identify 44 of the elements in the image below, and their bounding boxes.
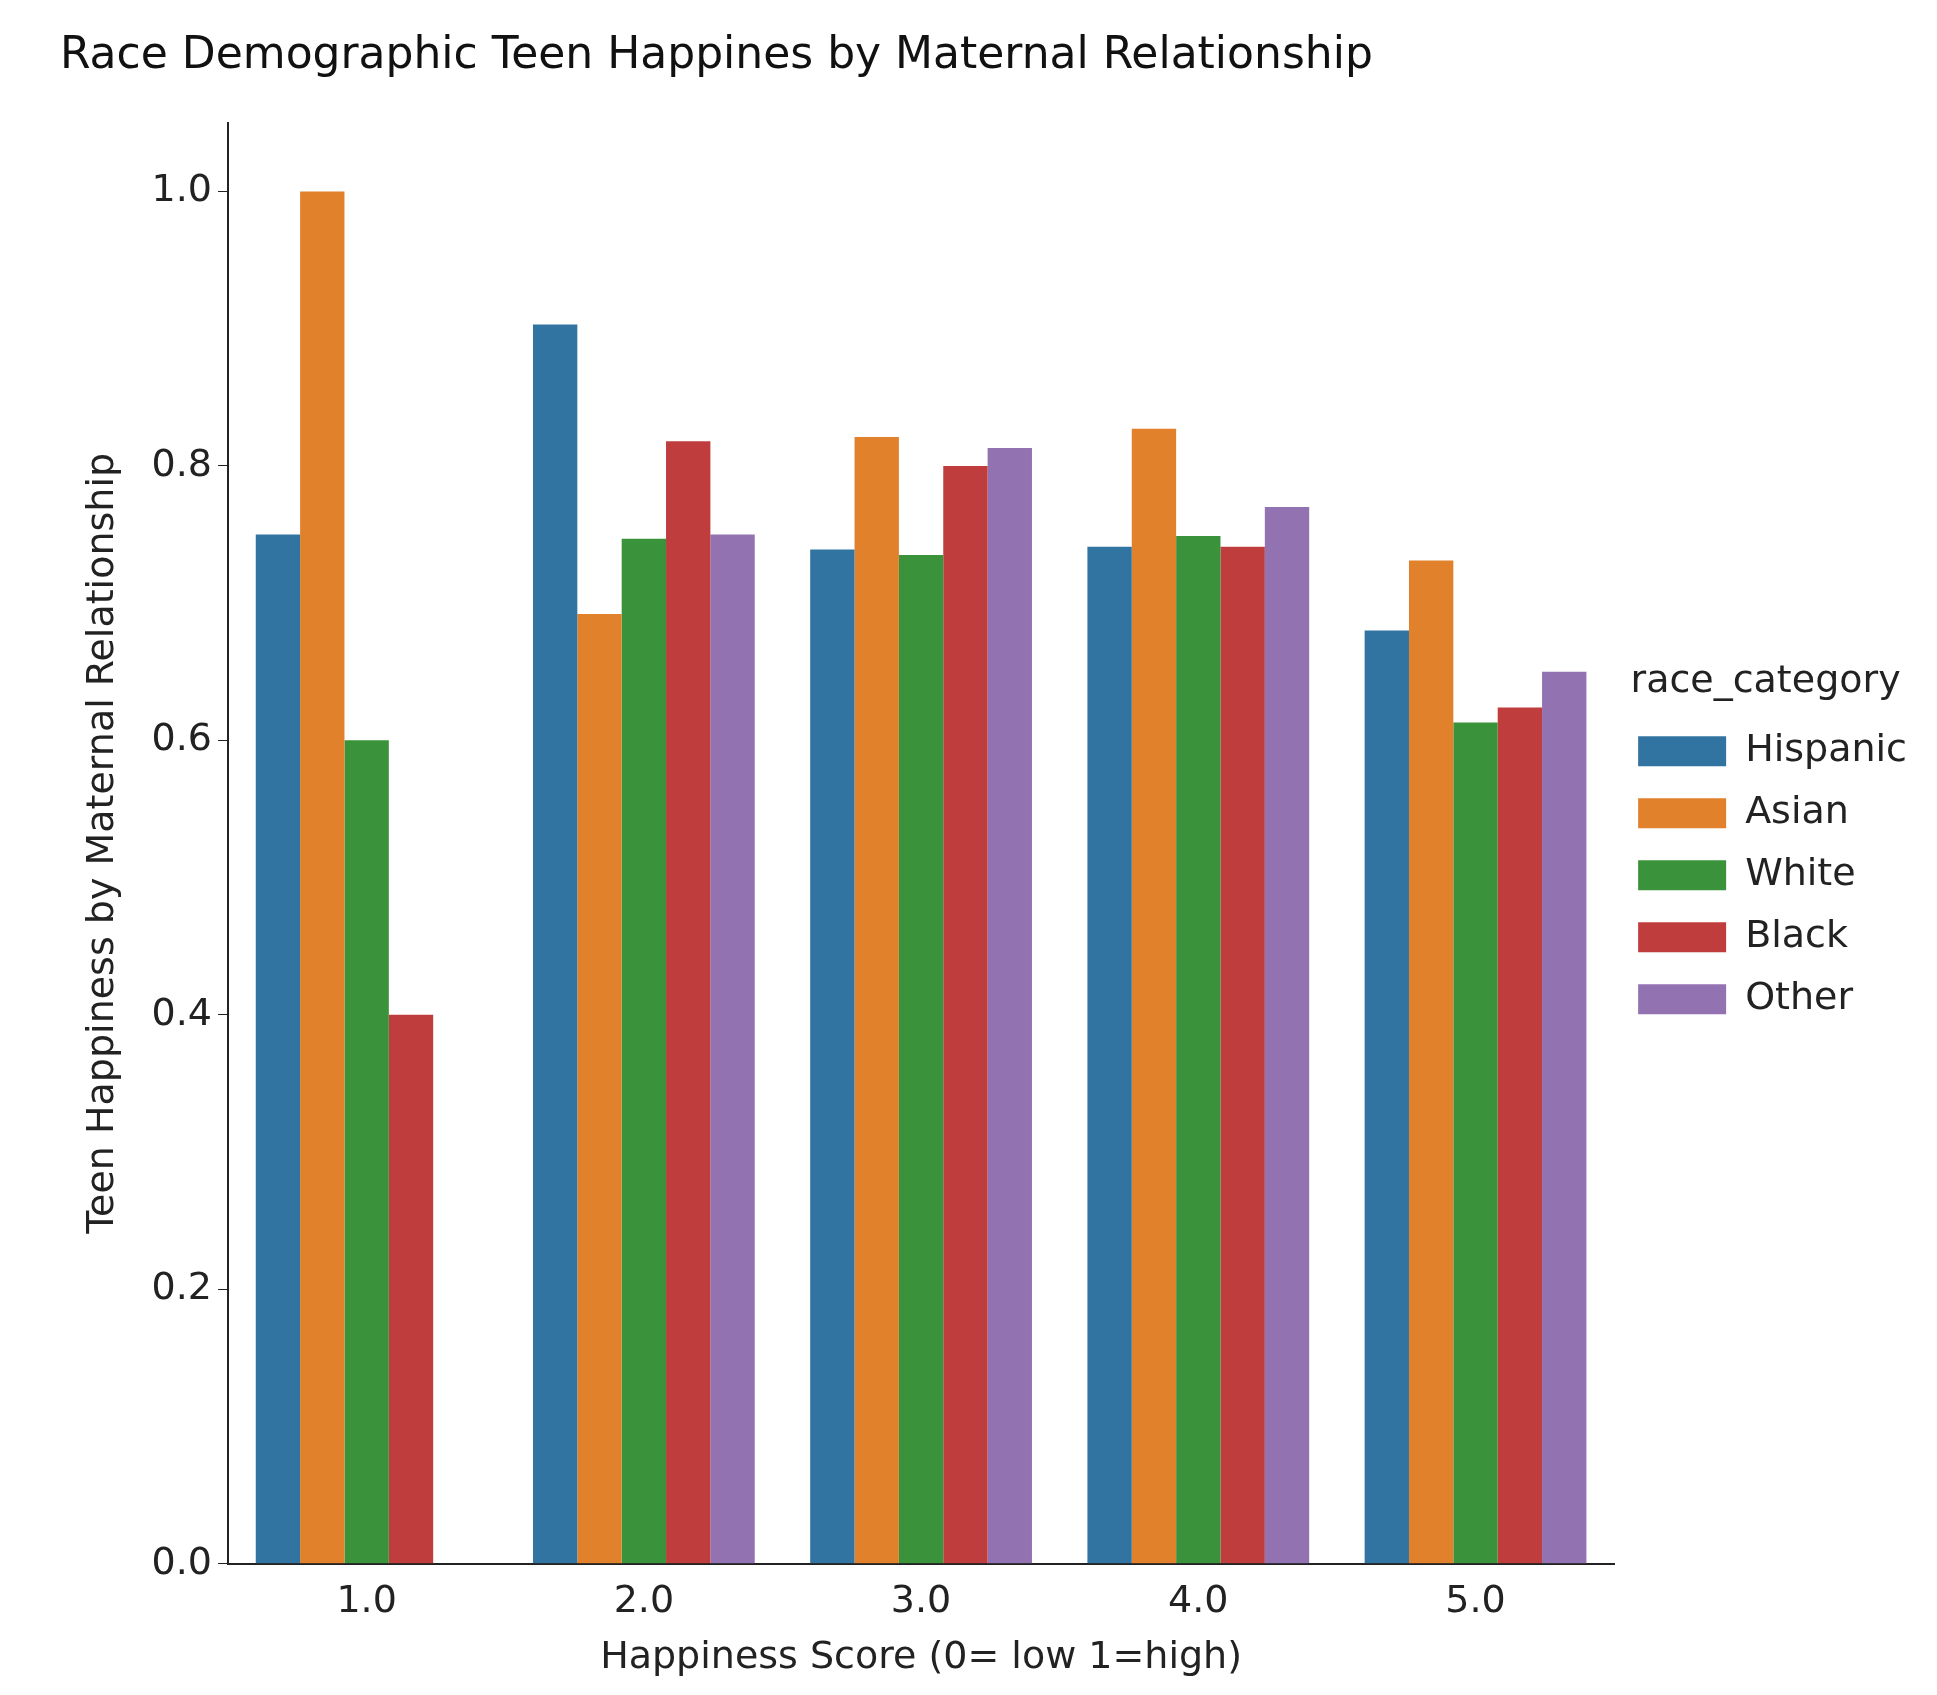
bar <box>577 614 622 1564</box>
bar <box>1131 428 1177 1564</box>
bar <box>532 324 578 1564</box>
x-axis-title: Happiness Score (0= low 1=high) <box>600 1633 1243 1678</box>
legend-label: Hispanic <box>1745 726 1907 771</box>
y-tick-label: 0.0 <box>151 1538 213 1583</box>
bar <box>1408 560 1454 1564</box>
bar <box>1497 707 1543 1564</box>
bar <box>1087 546 1132 1564</box>
bar <box>710 534 755 1564</box>
y-tick-label: 0.4 <box>151 989 213 1034</box>
bar <box>1542 671 1587 1564</box>
legend-label: Other <box>1745 974 1854 1019</box>
x-tick-label: 1.0 <box>336 1577 397 1622</box>
legend-title: race_category <box>1630 656 1901 701</box>
bar <box>666 441 711 1564</box>
bar <box>898 555 944 1564</box>
chart-title: Race Demographic Teen Happines by Maternal Relationship <box>60 26 1373 78</box>
bar <box>987 448 1032 1564</box>
y-axis-title: Teen Happiness by Maternal Relationship <box>77 452 122 1235</box>
x-tick-label: 2.0 <box>613 1577 675 1622</box>
y-tick-label: 0.6 <box>151 715 213 760</box>
y-tick-label: 0.2 <box>151 1264 213 1309</box>
bar <box>1176 535 1221 1564</box>
x-tick-label: 4.0 <box>1168 1577 1229 1622</box>
bar <box>1453 722 1498 1564</box>
bar <box>1220 546 1265 1564</box>
bar <box>255 534 301 1564</box>
legend-label: Asian <box>1745 788 1849 833</box>
x-tick-label: 3.0 <box>890 1577 952 1622</box>
bar <box>300 191 345 1564</box>
bar <box>1364 630 1409 1564</box>
legend-label: White <box>1745 850 1856 895</box>
y-tick-label: 1.0 <box>151 166 213 211</box>
bar <box>854 437 899 1564</box>
bar <box>810 549 855 1564</box>
y-tick-label: 0.8 <box>151 440 213 485</box>
bar <box>344 740 389 1564</box>
bar <box>621 538 667 1564</box>
bar <box>388 1014 434 1564</box>
x-tick-label: 5.0 <box>1445 1577 1506 1622</box>
bar <box>1264 507 1310 1564</box>
bar <box>943 465 988 1564</box>
legend-label: Black <box>1745 912 1848 957</box>
